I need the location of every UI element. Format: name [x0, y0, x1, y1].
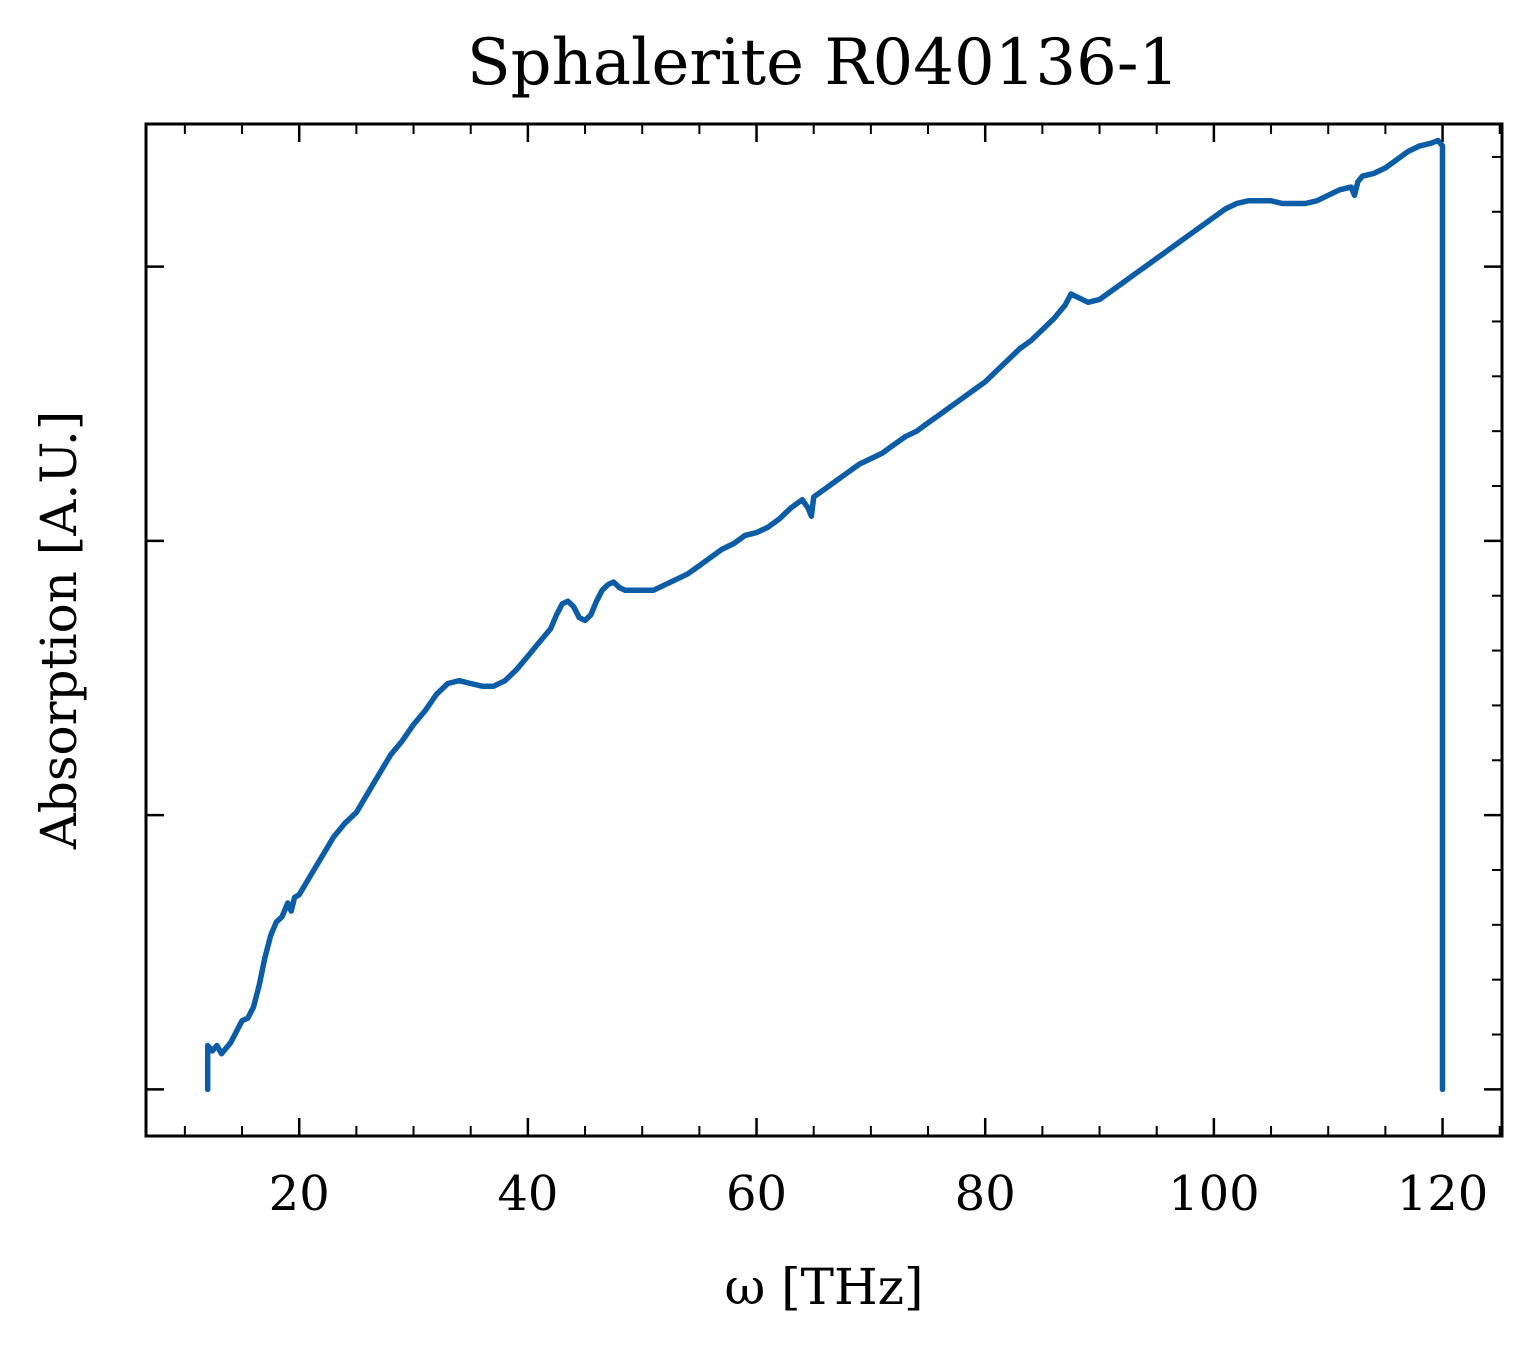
axis-ticks — [146, 124, 1502, 1136]
x-tick-label: 60 — [726, 1166, 787, 1222]
x-tick-label: 40 — [497, 1166, 558, 1222]
x-tick-label: 100 — [1168, 1166, 1260, 1222]
x-tick-label: 80 — [955, 1166, 1016, 1222]
x-axis-label: ω [THz] — [725, 1258, 924, 1316]
x-tick-labels: 20 40 60 80 100 120 — [269, 1166, 1489, 1222]
chart-title: Sphalerite R040136-1 — [467, 26, 1179, 100]
plot-frame — [144, 122, 1504, 1138]
y-axis-label: Absorption [A.U.] — [30, 411, 88, 851]
x-tick-label: 120 — [1397, 1166, 1489, 1222]
series-line — [204, 137, 1446, 1093]
x-tick-label: 20 — [269, 1166, 330, 1222]
